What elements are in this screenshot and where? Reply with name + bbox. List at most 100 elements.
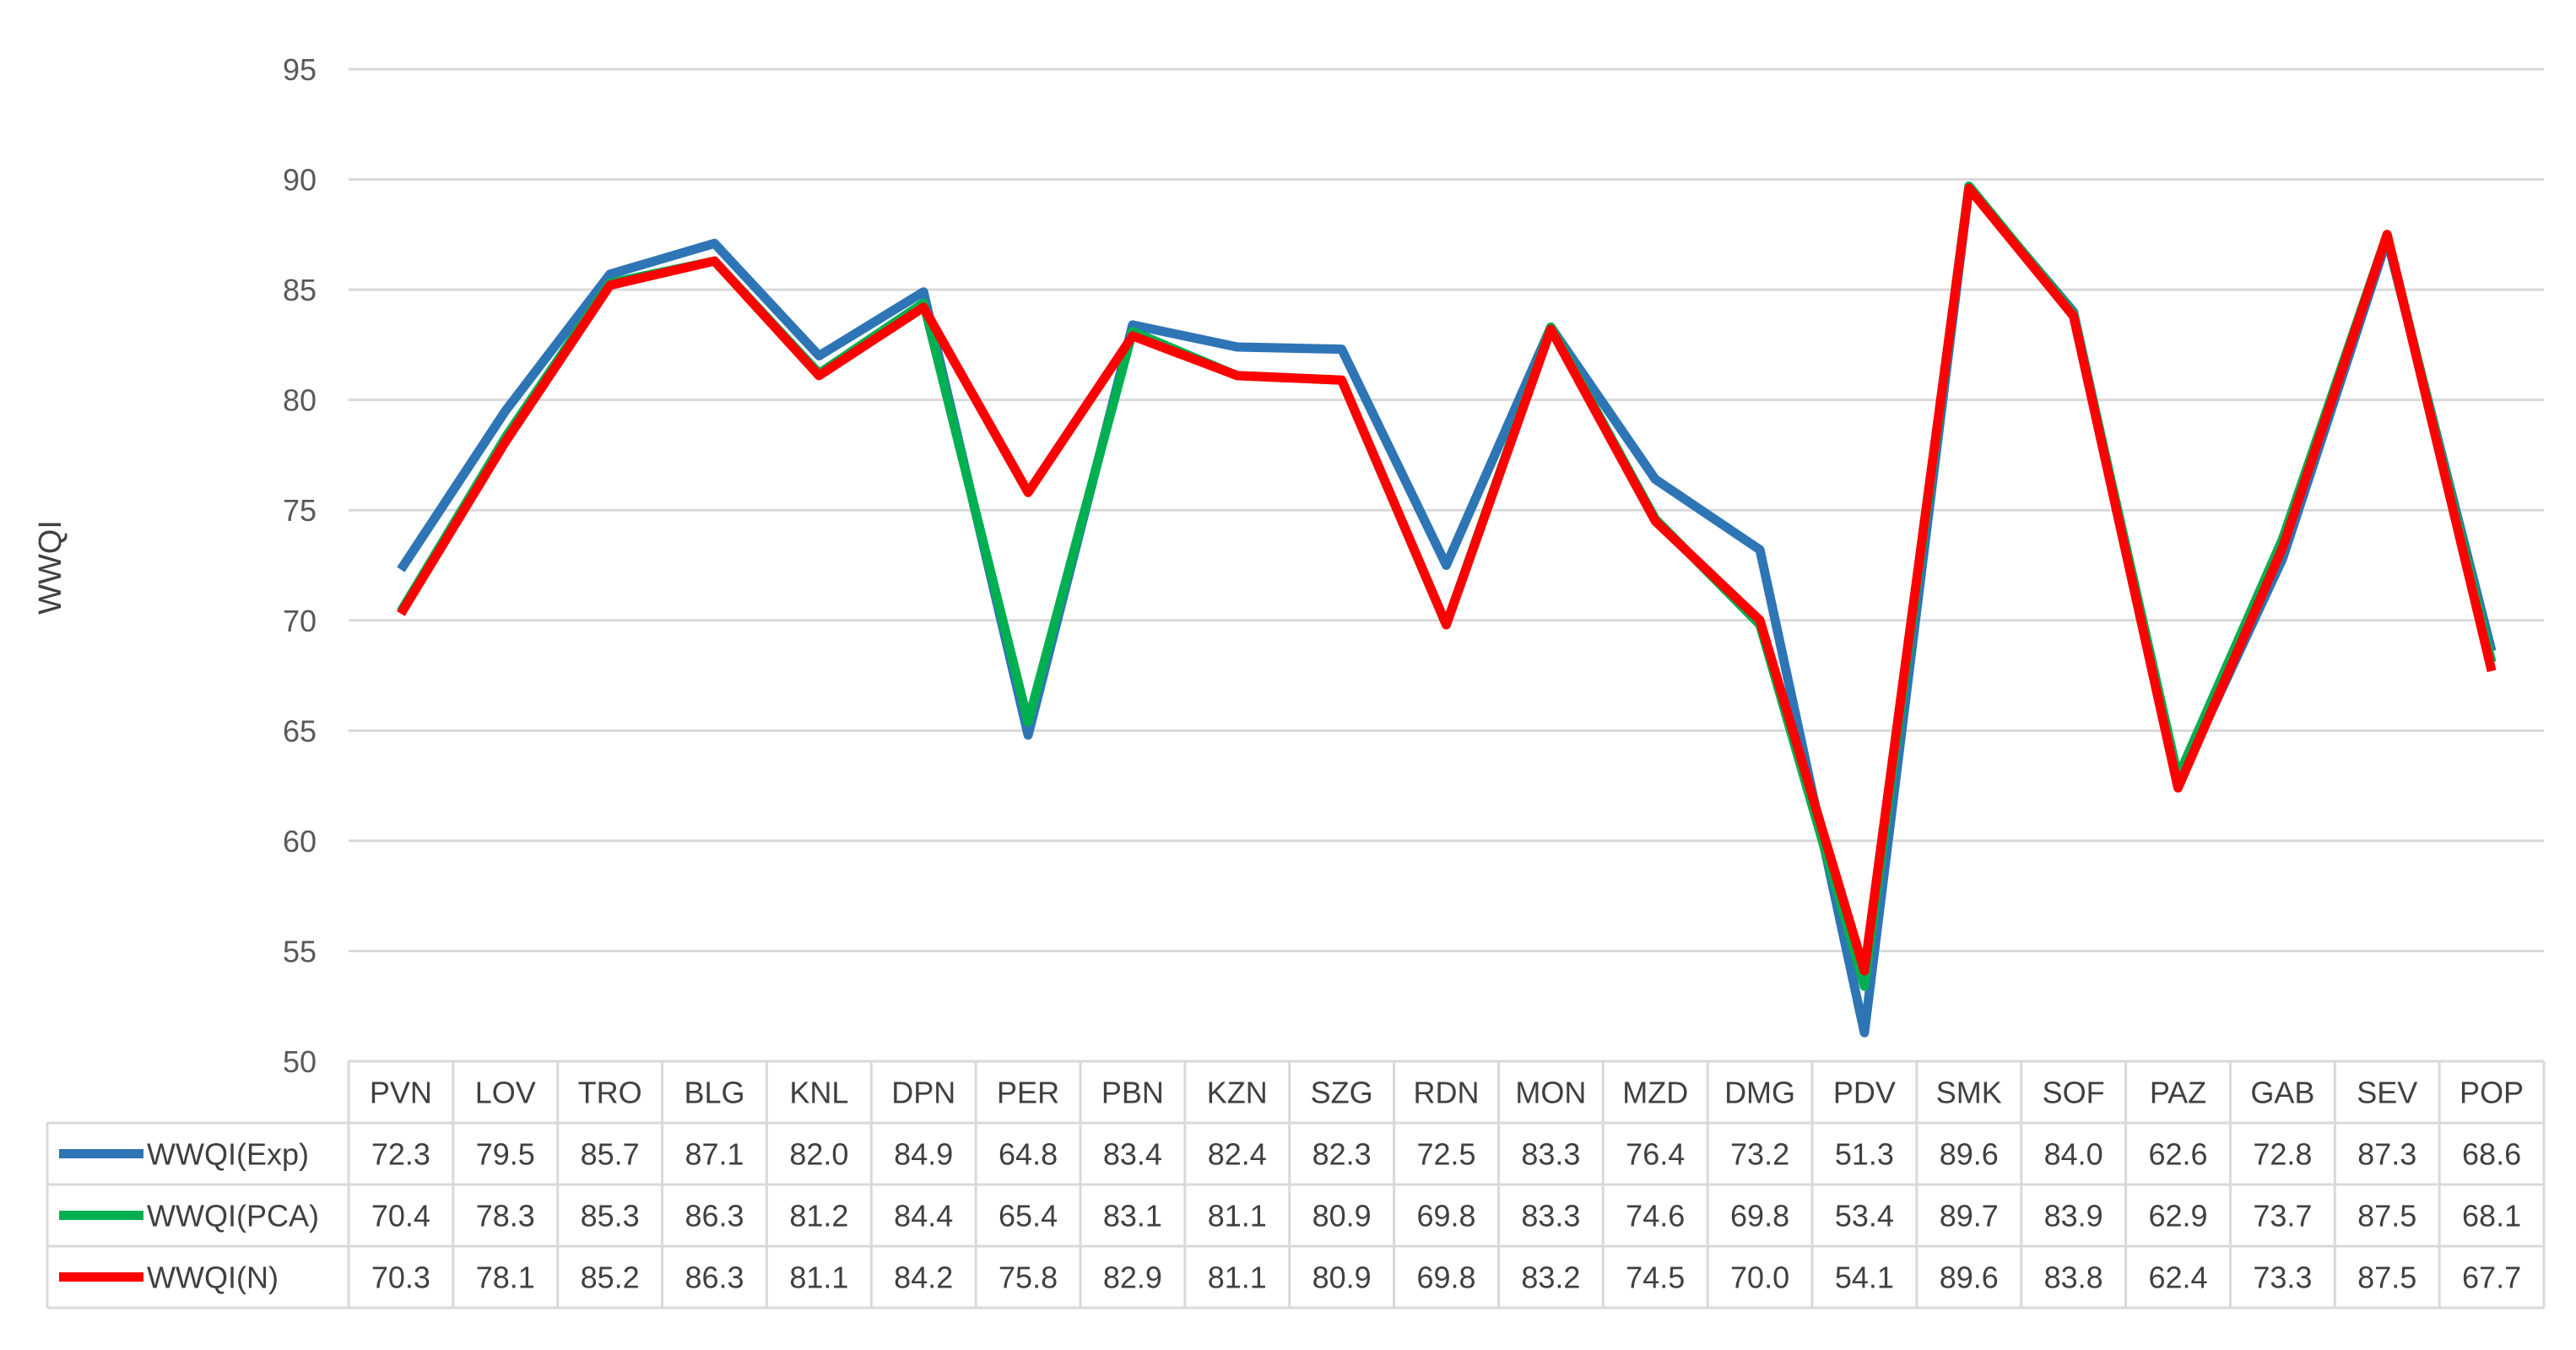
x-tick-label: MON (1515, 1076, 1586, 1110)
data-point (1967, 187, 1971, 190)
data-point (713, 241, 717, 245)
data-label: 62.9 (2148, 1199, 2207, 1233)
x-tick-label: GAB (2250, 1076, 2314, 1110)
x-tick-label: POP (2460, 1076, 2524, 1110)
data-label: 82.0 (789, 1137, 848, 1172)
data-label: 74.5 (1626, 1261, 1685, 1295)
data-label: 86.3 (685, 1261, 744, 1295)
data-label: 82.4 (1208, 1137, 1267, 1172)
data-label: 74.6 (1626, 1199, 1685, 1233)
data-label: 87.1 (685, 1137, 744, 1172)
x-tick-label: PBN (1101, 1076, 1164, 1110)
data-point (2177, 786, 2180, 789)
data-label: 68.1 (2462, 1199, 2521, 1233)
data-point (713, 259, 717, 263)
data-label: 69.8 (1416, 1199, 1475, 1233)
data-label: 83.9 (2044, 1199, 2103, 1233)
x-tick-label: RDN (1414, 1076, 1480, 1110)
data-label: 83.1 (1103, 1199, 1162, 1233)
data-label: 83.8 (2044, 1261, 2103, 1295)
data-label: 89.6 (1940, 1137, 1999, 1172)
legend-label: WWQI(N) (147, 1261, 279, 1295)
data-label: 83.2 (1521, 1261, 1580, 1295)
data-label: 62.4 (2148, 1261, 2207, 1295)
data-label: 72.5 (1416, 1137, 1475, 1172)
data-label: 72.8 (2253, 1137, 2312, 1172)
x-tick-label: MZD (1622, 1076, 1688, 1110)
data-label: 51.3 (1835, 1137, 1894, 1172)
data-label: 78.3 (476, 1199, 535, 1233)
data-label: 76.4 (1626, 1137, 1685, 1172)
data-point (2072, 314, 2075, 317)
data-point (399, 612, 403, 615)
data-point (1758, 548, 1762, 551)
data-point (1863, 984, 1866, 988)
data-point (1653, 519, 1657, 523)
y-tick-label: 60 (283, 824, 317, 859)
data-label: 80.9 (1312, 1199, 1372, 1233)
data-label: 70.0 (1730, 1261, 1789, 1295)
data-point (1236, 345, 1239, 349)
x-tick-label: PVN (370, 1076, 432, 1110)
plot-area (397, 181, 2497, 1038)
data-label: 68.6 (2462, 1137, 2521, 1172)
data-point (1236, 374, 1239, 377)
legend-label: WWQI(PCA) (147, 1199, 319, 1233)
data-label: 81.1 (789, 1261, 848, 1295)
data-point (1026, 491, 1030, 494)
x-tick-label: SMK (1936, 1076, 2002, 1110)
y-tick-label: 80 (283, 383, 317, 418)
data-label: 75.8 (998, 1261, 1058, 1295)
data-point (1653, 478, 1657, 481)
data-point (1131, 334, 1134, 338)
data-label: 82.3 (1312, 1137, 1372, 1172)
data-point (1131, 323, 1134, 327)
x-tick-label: SZG (1311, 1076, 1373, 1110)
y-tick-label: 55 (283, 934, 317, 968)
x-tick-label: KNL (789, 1076, 848, 1110)
data-label: 85.2 (581, 1261, 640, 1295)
data-point (2490, 670, 2493, 673)
data-label: 83.3 (1521, 1199, 1580, 1233)
data-point (922, 306, 925, 309)
data-label: 73.7 (2253, 1199, 2312, 1233)
data-point (1758, 619, 1762, 622)
data-point (1340, 348, 1344, 351)
data-point (399, 568, 403, 572)
y-tick-label: 65 (283, 713, 317, 748)
data-label: 72.3 (371, 1137, 430, 1172)
data-label: 89.7 (1940, 1199, 1999, 1233)
data-label: 70.3 (371, 1261, 430, 1295)
data-label: 69.8 (1730, 1199, 1789, 1233)
data-label: 81.2 (789, 1199, 848, 1233)
data-point (1445, 564, 1448, 567)
data-label: 81.1 (1208, 1199, 1267, 1233)
data-point (817, 354, 820, 357)
data-label: 62.6 (2148, 1137, 2207, 1172)
data-label: 87.5 (2357, 1199, 2416, 1233)
data-point (1026, 720, 1030, 724)
data-point (817, 374, 820, 377)
data-label: 54.1 (1835, 1261, 1894, 1295)
y-tick-label: 75 (283, 493, 317, 528)
series-line (397, 183, 2497, 1038)
data-label: 65.4 (998, 1199, 1058, 1233)
y-tick-label: 85 (283, 273, 317, 307)
y-tick-label: 95 (283, 52, 317, 87)
x-tick-label: PER (997, 1076, 1059, 1110)
data-point (2281, 546, 2284, 550)
data-table: PVN LOV TRO BLG KNL DPN PER PBN KZN SZG RDN MON MZD D… (46, 1060, 2546, 1309)
data-label: 85.3 (581, 1199, 640, 1233)
data-label: 86.3 (685, 1199, 744, 1233)
x-tick-label: DPN (891, 1076, 955, 1110)
series-line (397, 183, 2497, 976)
data-label: 69.8 (1416, 1261, 1475, 1295)
data-label: 87.5 (2357, 1261, 2416, 1295)
data-point (1549, 328, 1552, 331)
data-label: 82.9 (1103, 1261, 1162, 1295)
data-label: 84.2 (894, 1261, 953, 1295)
data-point (2385, 233, 2389, 236)
data-label: 81.1 (1208, 1261, 1267, 1295)
data-point (1863, 969, 1866, 973)
data-label: 80.9 (1312, 1261, 1372, 1295)
